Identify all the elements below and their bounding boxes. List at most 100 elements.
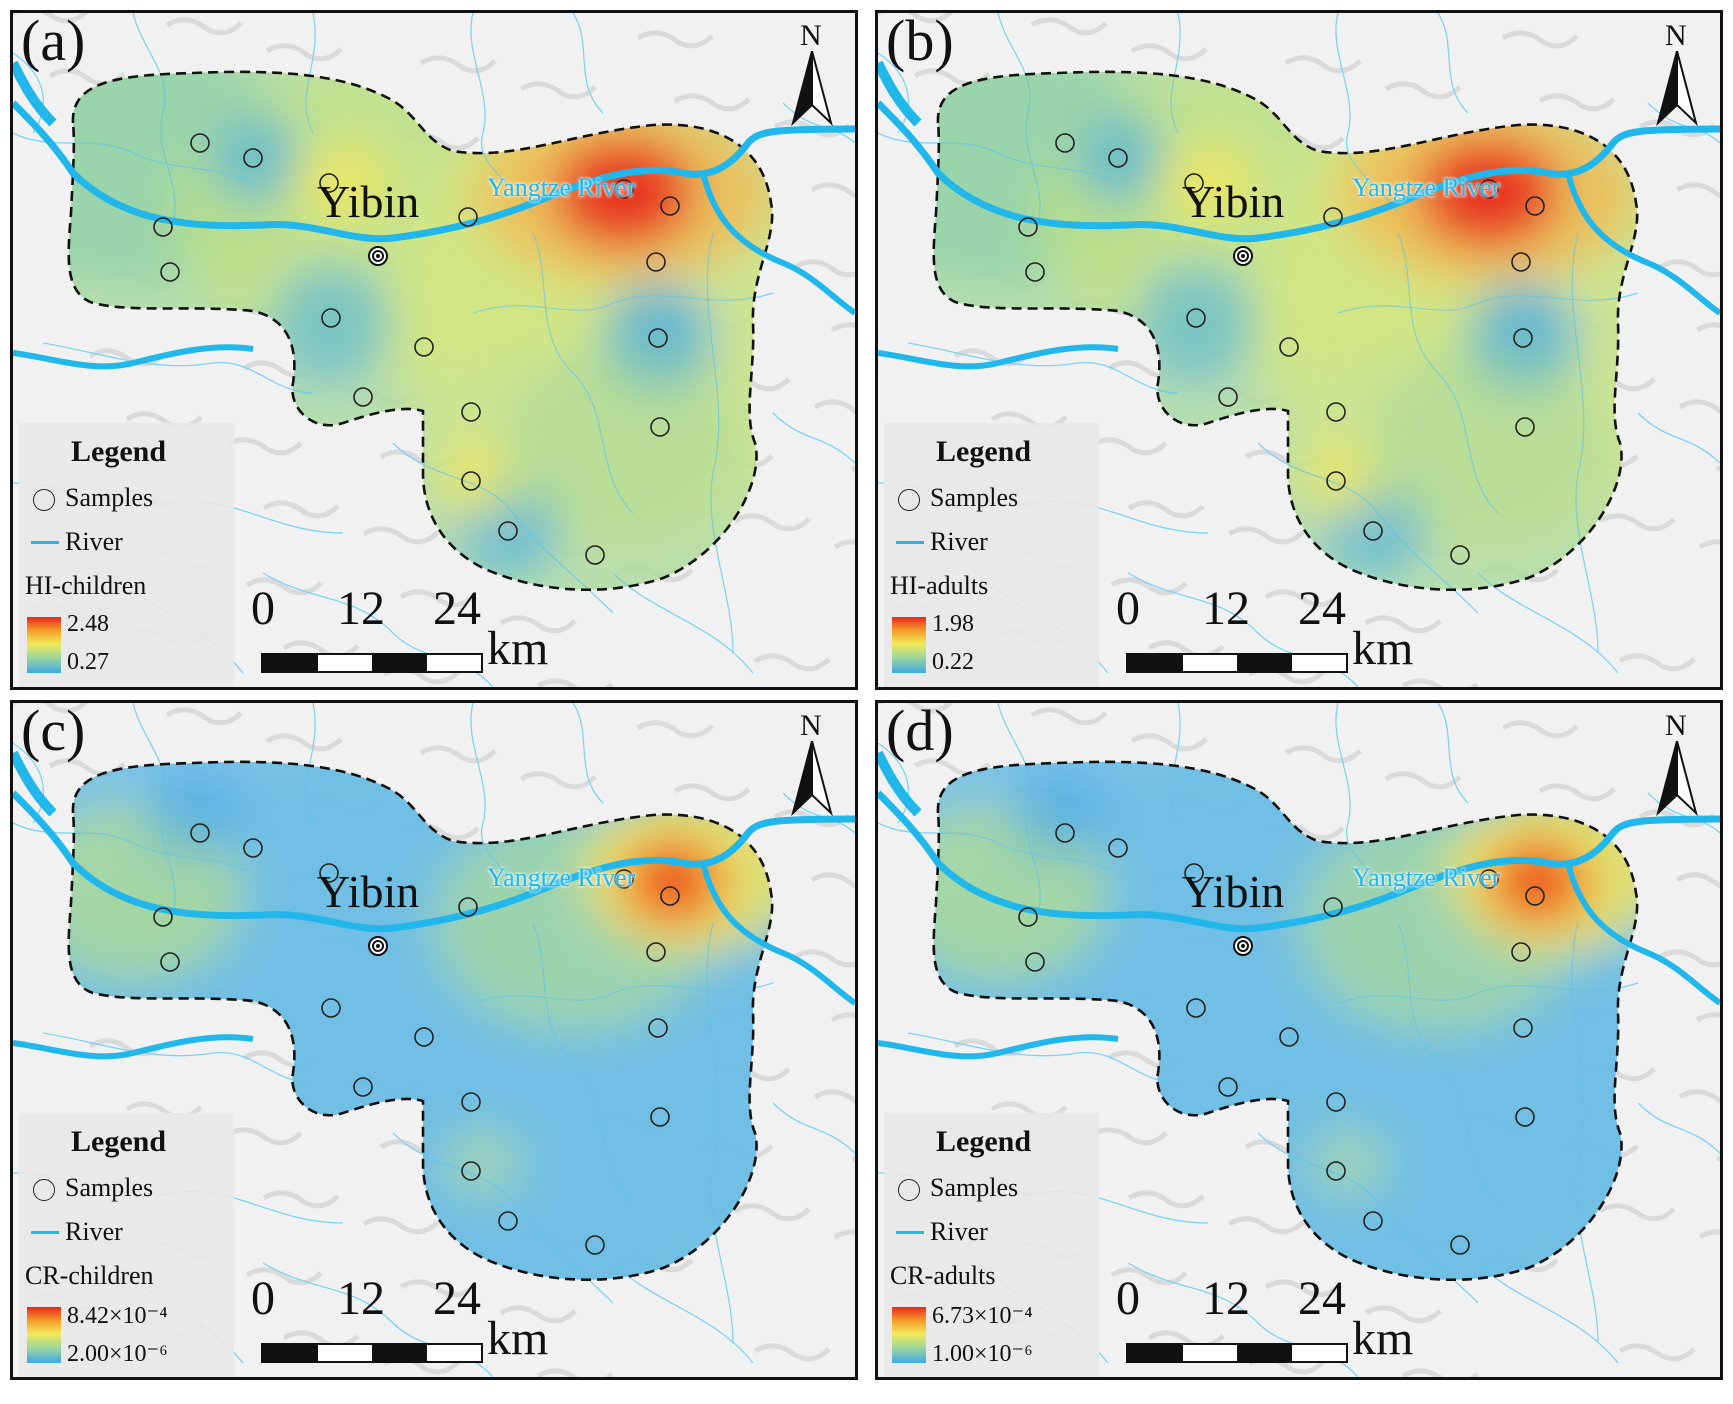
north-label: N bbox=[1665, 19, 1687, 52]
scale-label-12: 12 bbox=[1202, 582, 1250, 635]
terrain-shade bbox=[1698, 1229, 1720, 1240]
tributary-river bbox=[907, 1032, 1179, 1084]
river-segment bbox=[13, 750, 57, 817]
minjiang-river bbox=[13, 1034, 254, 1060]
sample-point bbox=[1513, 328, 1533, 348]
legend-river-label: River bbox=[930, 1217, 988, 1246]
tributary-river bbox=[1397, 922, 1499, 1204]
sample-point bbox=[153, 217, 173, 237]
map-canvas bbox=[878, 13, 1720, 687]
heat-blob bbox=[293, 143, 393, 223]
terrain-shade bbox=[1384, 81, 1462, 100]
terrain-shade bbox=[636, 30, 714, 49]
terrain-shade bbox=[1227, 526, 1305, 545]
river-segment bbox=[13, 60, 57, 127]
sample-point bbox=[660, 196, 680, 216]
terrain-shade bbox=[519, 771, 597, 790]
sample-point bbox=[1184, 863, 1204, 883]
terrain-shade bbox=[1678, 1089, 1720, 1104]
terrain-shade bbox=[13, 13, 89, 24]
legend-min-value: 0.22 bbox=[932, 649, 974, 675]
terrain-shade bbox=[1501, 720, 1579, 739]
north-arrow: N bbox=[1652, 19, 1702, 129]
scale-unit: km bbox=[1352, 622, 1414, 675]
north-label: N bbox=[1665, 709, 1687, 742]
sample-point bbox=[414, 337, 434, 357]
tributary-river bbox=[1437, 703, 1469, 804]
north-arrow: N bbox=[787, 19, 837, 129]
terrain-shade bbox=[262, 500, 340, 519]
legend-samples-label: Samples bbox=[930, 483, 1019, 512]
terrain-shade bbox=[1227, 1216, 1305, 1235]
sample-point bbox=[1513, 1018, 1533, 1038]
yangtze-branch bbox=[700, 862, 855, 1006]
sample-point bbox=[1055, 823, 1075, 843]
terrain-shade bbox=[245, 577, 323, 596]
tributary-river bbox=[472, 982, 773, 1004]
terrain-shade bbox=[673, 93, 751, 112]
tributary-river bbox=[1257, 1132, 1479, 1280]
legend-title: Legend bbox=[71, 435, 167, 468]
study-area-boundary bbox=[67, 760, 774, 1282]
city-label: Yibin bbox=[317, 176, 420, 227]
heat-blob bbox=[1418, 138, 1558, 248]
terrain-shade bbox=[753, 1343, 831, 1362]
yangtze-river-label: Yangtze River bbox=[1352, 863, 1501, 892]
legend-variable-label: HI-children bbox=[25, 571, 147, 600]
legend-samples-label: Samples bbox=[65, 1173, 154, 1202]
sample-point bbox=[1025, 262, 1045, 282]
heat-blob bbox=[1073, 113, 1163, 203]
sample-point bbox=[614, 869, 634, 889]
scale-label-12: 12 bbox=[337, 1272, 385, 1325]
scale-label-24: 24 bbox=[433, 582, 481, 635]
terrain-shade bbox=[673, 783, 751, 802]
terrain-shade bbox=[165, 17, 243, 36]
sample-point bbox=[648, 1018, 668, 1038]
tributary-river bbox=[132, 761, 176, 914]
tributary-river bbox=[572, 703, 604, 804]
panel-label: (c) bbox=[21, 700, 86, 763]
river-segment bbox=[878, 60, 922, 127]
sample-point bbox=[243, 838, 263, 858]
sample-point bbox=[1525, 886, 1545, 906]
terrain-shade bbox=[813, 1089, 855, 1104]
sample-point bbox=[190, 823, 210, 843]
tributary-river bbox=[1437, 13, 1469, 114]
tributary-river bbox=[878, 52, 910, 134]
terrain-shade bbox=[1695, 322, 1720, 333]
terrain-shade bbox=[1695, 1012, 1720, 1023]
tributary-river bbox=[1637, 412, 1720, 464]
legend-river-label: River bbox=[930, 527, 988, 556]
legend-title: Legend bbox=[71, 1125, 167, 1158]
river-symbol-icon bbox=[896, 541, 924, 544]
terrain-shade bbox=[1127, 500, 1205, 519]
sample-point bbox=[646, 252, 666, 272]
tributary-river bbox=[907, 342, 1179, 394]
legend-min-value: 2.00×10⁻⁶ bbox=[67, 1341, 168, 1367]
sample-symbol-icon bbox=[33, 1179, 55, 1201]
map-panel-a: (a) N Yangtze River Yibin Legend Samples… bbox=[10, 10, 858, 690]
terrain-shade bbox=[1130, 43, 1208, 62]
scale-label-24: 24 bbox=[1298, 582, 1346, 635]
scale-label-12: 12 bbox=[337, 582, 385, 635]
terrain-shade bbox=[1618, 1343, 1696, 1362]
sample-point bbox=[1363, 1211, 1383, 1231]
sample-point bbox=[1515, 417, 1535, 437]
heat-blob bbox=[1136, 263, 1256, 383]
sample-point bbox=[1323, 897, 1343, 917]
north-arrow-icon bbox=[1656, 741, 1698, 817]
river-symbol-icon bbox=[896, 1231, 924, 1234]
scale-bar bbox=[1126, 1343, 1348, 1363]
legend: Legend Samples River CR-children 8.42×10… bbox=[19, 1113, 234, 1377]
legend-samples-label: Samples bbox=[930, 1173, 1019, 1202]
sample-point bbox=[585, 1235, 605, 1255]
heat-blob bbox=[143, 768, 243, 858]
legend-river-label: River bbox=[65, 1217, 123, 1246]
terrain-shade bbox=[1384, 771, 1462, 790]
terrain-shade bbox=[1284, 55, 1362, 74]
map-panel-c: (c) N Yangtze River Yibin Legend Samples… bbox=[10, 700, 858, 1380]
tributary-river bbox=[612, 1262, 754, 1280]
legend: Legend Samples River CR-adults 6.73×10⁻⁴… bbox=[884, 1113, 1099, 1377]
sample-point bbox=[1326, 471, 1346, 491]
terrain-shade bbox=[1675, 872, 1720, 889]
